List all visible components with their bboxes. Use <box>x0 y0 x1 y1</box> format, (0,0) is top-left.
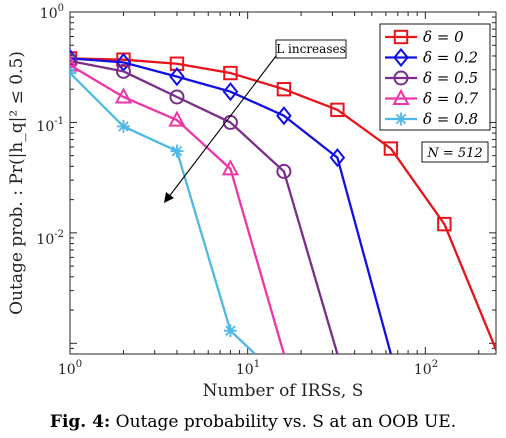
data-point-4-1 <box>116 119 130 133</box>
x-tick-label-2: 102 <box>414 359 438 378</box>
data-point-3-1 <box>114 87 133 104</box>
axis-ticks <box>69 11 496 355</box>
svg-text:100: 100 <box>40 3 64 22</box>
x-tick-label-1: 101 <box>236 359 260 378</box>
data-point-1-4 <box>276 106 292 126</box>
data-point-1-2 <box>169 67 185 87</box>
trend-arrow-icon <box>167 55 277 199</box>
data-point-0-7 <box>437 216 452 232</box>
legend-entry-4: δ = 0.8 <box>385 110 478 128</box>
caption-text: Outage probability vs. S at an OOB UE. <box>115 412 457 432</box>
l-increases-label: L increases <box>276 42 345 56</box>
outage-probability-chart: 10-2 10-1 100 100 101 102 Number of IRSs… <box>7 3 497 401</box>
svg-text:101: 101 <box>236 359 260 378</box>
series-line-1 <box>70 57 392 354</box>
data-point-4-2 <box>170 144 184 158</box>
x-axis-label: Number of IRSs, S <box>203 381 364 401</box>
data-point-2-2 <box>169 89 185 105</box>
n-512-annotation: N = 512 <box>421 141 489 163</box>
legend-marker-1 <box>393 47 409 68</box>
legend-label-3: δ = 0.7 <box>423 90 478 108</box>
legend-entry-2: δ = 0.5 <box>385 69 478 87</box>
figure-caption: Fig. 4: Outage probability vs. S at an O… <box>0 412 506 432</box>
data-point-2-1 <box>115 63 131 79</box>
legend-label-2: δ = 0.5 <box>423 69 478 87</box>
svg-text:10-1: 10-1 <box>36 116 64 135</box>
data-point-0-5 <box>330 102 345 118</box>
legend-entry-3: δ = 0.7 <box>385 88 478 108</box>
y-tick-label-1: 10-1 <box>36 116 64 135</box>
y-axis-label: Outage prob. : Pr(|h_q|² ≤ 0.5) <box>7 51 27 315</box>
data-point-1-5 <box>329 148 346 168</box>
data-point-0-4 <box>276 81 292 97</box>
svg-text:100: 100 <box>58 359 82 378</box>
legend-marker-2 <box>393 70 409 86</box>
series-line-2 <box>70 59 339 354</box>
n-512-label: N = 512 <box>426 146 482 161</box>
legend-label-0: δ = 0 <box>423 28 464 46</box>
legend-marker-0 <box>393 29 409 45</box>
data-point-4-0 <box>70 66 77 80</box>
y-tick-label-0: 10-2 <box>36 229 64 248</box>
l-increases-annotation: L increases <box>164 39 347 203</box>
data-point-2-0 <box>70 53 78 69</box>
legend-entry-0: δ = 0 <box>385 28 464 46</box>
legend-label-4: δ = 0.8 <box>423 110 478 128</box>
data-point-3-3 <box>221 159 240 176</box>
data-point-1-3 <box>222 82 239 102</box>
data-point-3-2 <box>168 110 186 127</box>
series-line-3 <box>70 64 286 354</box>
data-point-4-3 <box>223 324 237 338</box>
svg-text:102: 102 <box>414 359 438 378</box>
svg-text:10-2: 10-2 <box>36 229 64 248</box>
data-point-0-6 <box>383 141 399 156</box>
data-point-2-4 <box>276 163 292 179</box>
x-tick-label-0: 100 <box>58 359 82 378</box>
legend-entry-1: δ = 0.2 <box>385 47 478 68</box>
data-point-0-3 <box>223 65 238 81</box>
legend-marker-4 <box>394 112 408 126</box>
series-layer <box>70 48 496 354</box>
legend-label-1: δ = 0.2 <box>423 49 478 67</box>
y-tick-label-2: 100 <box>40 3 64 22</box>
caption-prefix: Fig. 4: <box>49 412 111 432</box>
legend: δ = 0 δ = 0.2 δ = 0.5 δ = 0.7 δ = 0.8 <box>379 23 491 131</box>
legend-marker-3 <box>392 88 410 105</box>
series-line-0 <box>70 57 496 353</box>
data-point-3-0 <box>70 55 79 72</box>
arrow-head-icon <box>164 192 174 203</box>
